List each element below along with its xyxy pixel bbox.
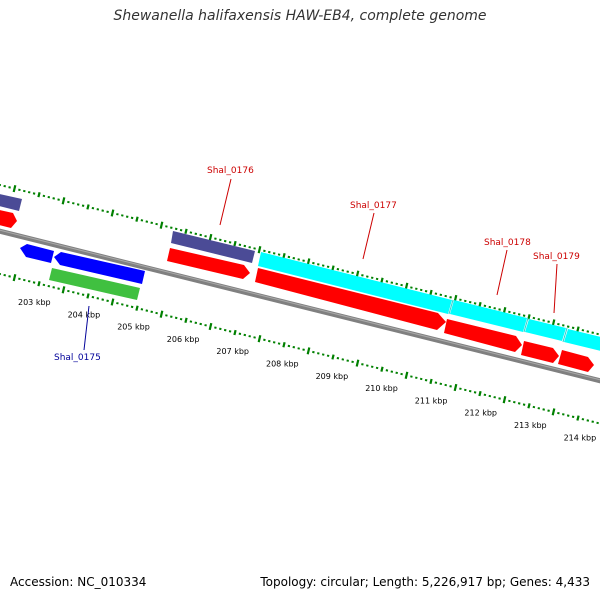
minor-tick	[331, 265, 335, 271]
gene-shal-0176-bar[interactable]	[171, 231, 255, 263]
major-tick	[159, 221, 164, 229]
major-tick	[551, 408, 556, 416]
gene-red-partial-left[interactable]	[0, 209, 17, 228]
gene-red-arrow-4[interactable]	[521, 341, 559, 363]
minor-tick	[184, 317, 188, 324]
major-tick	[110, 298, 115, 306]
leader-shal-0179	[553, 263, 558, 314]
minor-tick	[86, 204, 90, 210]
gene-label-shal-0175[interactable]: Shal_0175	[54, 353, 101, 363]
major-tick	[355, 359, 360, 367]
gene-red-arrow-1[interactable]	[167, 248, 250, 279]
major-tick	[257, 246, 262, 254]
minor-tick	[233, 240, 237, 247]
minor-tick	[282, 253, 286, 259]
minor-tick	[576, 415, 580, 421]
scale-label: 205 kbp	[117, 323, 150, 332]
gene-cyan-divider-2	[523, 317, 529, 333]
gene-blue-arrow-1[interactable]	[20, 244, 54, 263]
gene-cyan-4[interactable]	[564, 329, 600, 352]
minor-tick	[576, 326, 580, 332]
leader-shal-0177	[362, 212, 375, 260]
minor-tick	[37, 281, 41, 287]
leader-shal-0176	[219, 178, 232, 226]
minor-tick	[233, 329, 237, 336]
map-title: Shewanella halifaxensis HAW-EB4, complet…	[113, 8, 487, 24]
major-tick	[453, 383, 458, 392]
gene-cyan-2[interactable]	[450, 300, 527, 332]
gene-label-shal-0177[interactable]: Shal_0177	[350, 201, 397, 211]
minor-tick	[380, 366, 384, 372]
major-tick	[404, 371, 409, 379]
major-tick	[61, 197, 66, 205]
accession-text: Accession: NC_010334	[10, 575, 147, 589]
major-tick	[502, 396, 507, 404]
minor-tick	[527, 403, 531, 409]
scale-labels: 203 kbp 204 kbp 205 kbp 206 kbp 207 kbp 208 k…	[18, 298, 596, 442]
leader-shal-0175	[83, 305, 90, 351]
minor-tick	[527, 314, 531, 320]
scale-label: 211 kbp	[415, 396, 448, 405]
scale-label: 203 kbp	[18, 298, 51, 307]
minor-tick	[478, 301, 482, 308]
gene-red-arrow-5[interactable]	[558, 350, 594, 372]
genome-backbone-highlight	[0, 229, 600, 381]
gene-red-arrow-2[interactable]	[255, 268, 446, 330]
minor-tick	[331, 354, 335, 360]
major-tick	[159, 310, 164, 318]
scale-label: 213 kbp	[514, 421, 547, 430]
minor-tick	[135, 305, 139, 311]
major-tick	[306, 347, 311, 355]
gene-red-arrow-3[interactable]	[444, 319, 522, 352]
gene-label-shal-0179[interactable]: Shal_0179	[533, 252, 580, 262]
gene-blue-arrow-2[interactable]	[54, 252, 145, 284]
minor-tick	[478, 390, 482, 397]
gene-cyan-divider-1	[448, 299, 454, 315]
minor-tick	[184, 228, 188, 235]
gene-cyan-1[interactable]	[258, 252, 452, 314]
minor-tick	[135, 216, 139, 222]
scale-label: 207 kbp	[216, 347, 249, 356]
scale-label: 206 kbp	[167, 335, 200, 344]
gene-cyan-3[interactable]	[525, 319, 566, 341]
inner-tick-track	[0, 273, 599, 425]
minor-tick	[282, 342, 286, 348]
gene-navy-partial-left[interactable]	[0, 193, 22, 211]
major-tick	[12, 184, 17, 193]
genome-summary-text: Topology: circular; Length: 5,226,917 bp…	[260, 575, 590, 589]
scale-label: 210 kbp	[365, 384, 398, 393]
minor-tick	[86, 293, 90, 299]
gene-green[interactable]	[49, 268, 140, 300]
minor-tick	[429, 289, 433, 296]
scale-label: 208 kbp	[266, 360, 299, 369]
major-tick	[208, 322, 213, 331]
major-tick	[257, 335, 262, 343]
major-tick	[12, 273, 17, 282]
gene-label-shal-0178[interactable]: Shal_0178	[484, 238, 531, 248]
major-tick	[208, 233, 213, 242]
minor-tick	[429, 378, 433, 385]
minor-tick	[37, 192, 41, 198]
leader-shal-0178	[496, 249, 508, 296]
scale-label: 209 kbp	[316, 372, 349, 381]
scale-label: 214 kbp	[564, 433, 597, 442]
major-tick	[61, 286, 66, 294]
scale-label: 212 kbp	[464, 409, 497, 418]
genome-backbone	[0, 228, 600, 384]
scale-label: 204 kbp	[68, 310, 101, 319]
minor-tick	[380, 277, 384, 283]
major-tick	[110, 209, 115, 217]
gene-label-shal-0176[interactable]: Shal_0176	[207, 166, 254, 176]
gene-cyan-divider-3	[562, 327, 568, 343]
